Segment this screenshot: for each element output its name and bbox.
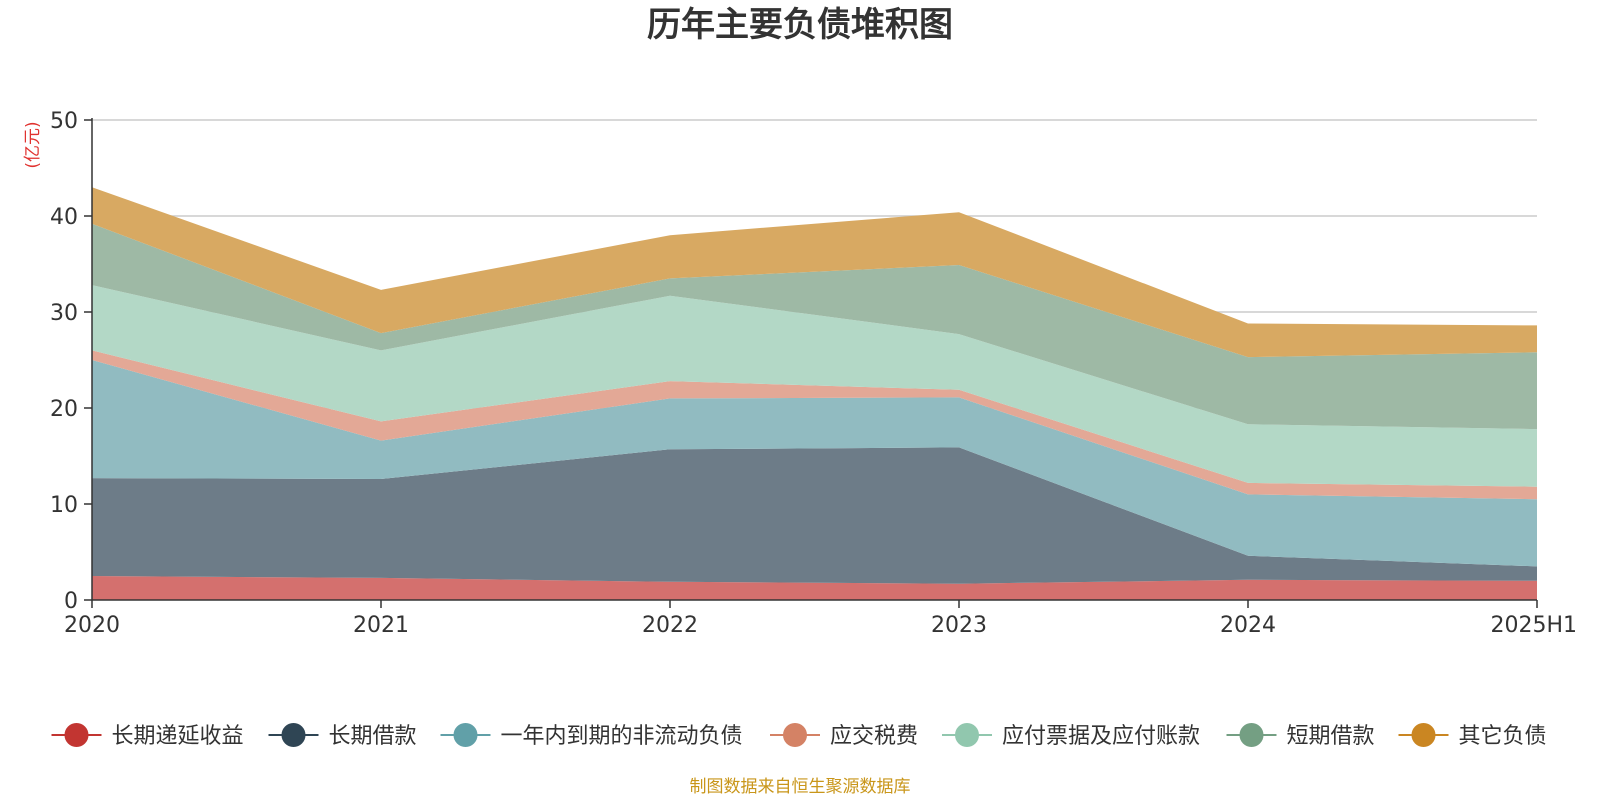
legend: 长期递延收益 长期借款 一年内到期的非流动负债 应交税费 应付票据及应付账款 短期借款 其它… bbox=[51, 723, 1547, 749]
area-series-4 bbox=[92, 285, 1537, 487]
legend-label: 应交税费 bbox=[830, 724, 918, 749]
x-tick-label: 2020 bbox=[64, 613, 120, 638]
chart-title: 历年主要负债堆积图 bbox=[647, 5, 953, 45]
area-series-0 bbox=[92, 576, 1537, 600]
legend-label: 长期借款 bbox=[329, 724, 417, 749]
area-series bbox=[92, 187, 1537, 600]
y-axis-unit-label: (亿元) bbox=[23, 121, 43, 168]
x-tick-label: 2023 bbox=[931, 613, 987, 638]
legend-label: 其它负债 bbox=[1459, 724, 1547, 749]
x-tick-label: 2024 bbox=[1220, 613, 1276, 638]
legend-marker-circle-icon bbox=[453, 723, 478, 747]
legend-item[interactable]: 长期递延收益 bbox=[51, 723, 244, 749]
x-tick-label: 2022 bbox=[642, 613, 698, 638]
legend-label: 一年内到期的非流动负债 bbox=[501, 724, 743, 749]
area-series-6 bbox=[92, 187, 1537, 358]
y-tick-label: 20 bbox=[50, 397, 78, 422]
legend-item[interactable]: 长期借款 bbox=[268, 723, 417, 749]
legend-marker-circle-icon bbox=[1411, 723, 1436, 747]
data-source-note: 制图数据来自恒生聚源数据库 bbox=[690, 777, 911, 797]
y-tick-label: 50 bbox=[50, 109, 78, 134]
y-tick-label: 10 bbox=[50, 493, 78, 518]
x-tick-label: 2021 bbox=[353, 613, 409, 638]
legend-label: 短期借款 bbox=[1287, 724, 1375, 749]
x-tick-label: 2025H1 bbox=[1490, 613, 1577, 638]
legend-label: 长期递延收益 bbox=[112, 724, 244, 749]
area-series-5 bbox=[92, 223, 1537, 430]
legend-item[interactable]: 一年内到期的非流动负债 bbox=[440, 723, 743, 749]
legend-item[interactable]: 应付票据及应付账款 bbox=[942, 723, 1200, 749]
legend-marker-circle-icon bbox=[955, 723, 979, 747]
legend-item[interactable]: 短期借款 bbox=[1226, 723, 1375, 749]
y-tick-label: 30 bbox=[50, 301, 78, 326]
legend-item[interactable]: 其它负债 bbox=[1398, 723, 1547, 749]
legend-item[interactable]: 应交税费 bbox=[770, 723, 918, 749]
axes: 0 10 20 30 40 50 2020 2021 2022 2023 2024 2025H1 bbox=[50, 109, 1577, 638]
legend-label: 应付票据及应付账款 bbox=[1002, 724, 1200, 749]
area-series-3 bbox=[92, 350, 1537, 500]
legend-marker-circle-icon bbox=[783, 723, 807, 747]
legend-marker-circle-icon bbox=[281, 723, 306, 747]
area-series-1 bbox=[92, 447, 1537, 584]
legend-marker-circle-icon bbox=[64, 723, 89, 747]
y-tick-label: 0 bbox=[64, 589, 78, 614]
area-series-2 bbox=[92, 360, 1537, 567]
y-tick-label: 40 bbox=[50, 205, 78, 230]
legend-marker-circle-icon bbox=[1239, 723, 1264, 747]
